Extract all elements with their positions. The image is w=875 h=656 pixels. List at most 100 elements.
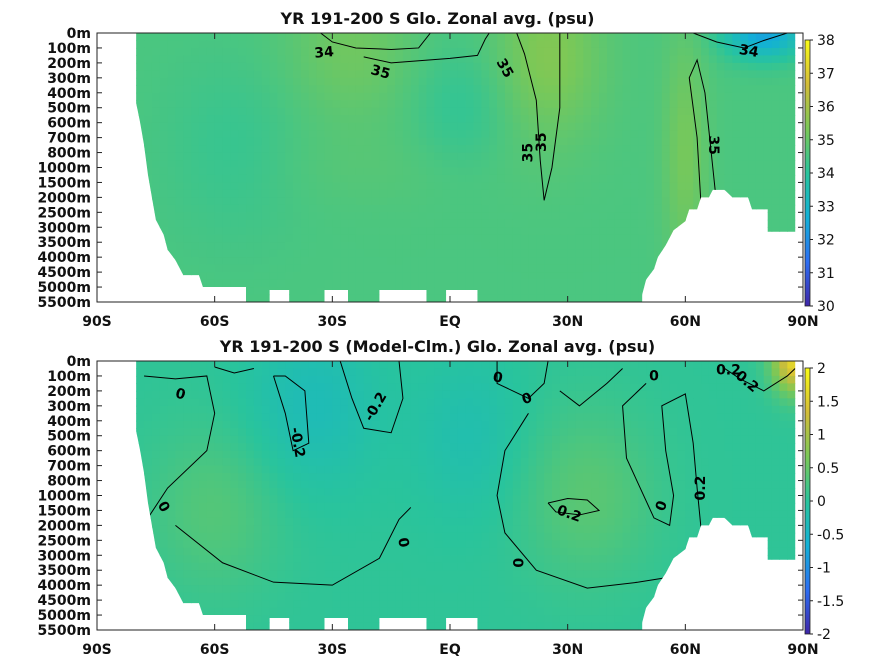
heatmap-cell: [591, 428, 600, 437]
heatmap-cell: [716, 212, 726, 221]
heatmap-cell: [489, 189, 498, 198]
heatmap-cell: [740, 167, 749, 176]
heatmap-cell: [701, 62, 710, 71]
heatmap-cell: [520, 234, 530, 243]
heatmap-cell: [732, 398, 741, 407]
heatmap-cell: [214, 130, 224, 139]
heatmap-cell: [551, 242, 561, 251]
heatmap-cell: [544, 130, 553, 139]
heatmap-cell: [167, 92, 177, 101]
heatmap-cell: [277, 405, 286, 414]
heatmap-cell: [253, 420, 263, 429]
heatmap-cell: [144, 227, 153, 236]
heatmap-cell: [167, 152, 177, 161]
heatmap-cell: [434, 272, 443, 281]
heatmap-cell: [238, 257, 247, 266]
heatmap-cell: [473, 212, 482, 221]
heatmap-cell: [599, 100, 608, 109]
heatmap-cell: [646, 122, 655, 131]
heatmap-cell: [340, 375, 349, 385]
heatmap-cell: [151, 495, 161, 504]
heatmap-cell: [591, 480, 600, 489]
heatmap-cell: [497, 70, 506, 79]
heatmap-cell: [669, 70, 679, 79]
heatmap-cell: [771, 443, 781, 452]
heatmap-cell: [300, 383, 310, 392]
heatmap-cell: [277, 33, 286, 42]
heatmap-cell: [285, 152, 294, 161]
heatmap-cell: [442, 85, 451, 94]
heatmap-cell: [661, 115, 671, 124]
heatmap-cell: [520, 40, 530, 49]
heatmap-cell: [504, 174, 514, 184]
heatmap-cell: [175, 130, 184, 139]
heatmap-cell: [465, 294, 475, 302]
heatmap-cell: [708, 465, 718, 474]
heatmap-cell: [340, 160, 349, 169]
heatmap-cell: [740, 405, 749, 414]
heatmap-cell: [395, 197, 404, 206]
heatmap-cell: [544, 488, 553, 497]
heatmap-cell: [544, 450, 553, 459]
heatmap-cell: [677, 279, 686, 288]
heatmap-cell: [591, 413, 600, 422]
heatmap-cell: [253, 115, 263, 124]
heatmap-cell: [646, 458, 655, 467]
heatmap-cell: [214, 435, 224, 444]
heatmap-cell: [316, 122, 326, 131]
heatmap-cell: [402, 40, 412, 49]
heatmap-cell: [316, 405, 326, 414]
heatmap-cell: [277, 47, 286, 57]
heatmap-cell: [638, 70, 647, 79]
heatmap-cell: [677, 55, 686, 64]
salinity-panel: YR 191-200 S Glo. Zonal avg. (psu) 34 35 3…: [37, 9, 834, 328]
heatmap-cell: [113, 473, 121, 481]
heatmap-cell: [638, 130, 647, 139]
heatmap-cell: [246, 480, 255, 489]
heatmap-cell: [653, 152, 663, 161]
heatmap-cell: [136, 174, 145, 184]
heatmap-cell: [348, 197, 357, 206]
heatmap-cell: [285, 405, 294, 414]
heatmap-cell: [151, 480, 161, 489]
heatmap-cell: [206, 294, 216, 302]
heatmap-cell: [638, 55, 647, 64]
heatmap-cell: [159, 137, 169, 146]
heatmap-cell: [583, 294, 592, 302]
heatmap-cell: [512, 160, 522, 169]
heatmap-cell: [450, 294, 459, 302]
heatmap-cell: [748, 189, 757, 198]
heatmap-cell: [771, 92, 781, 101]
heatmap-cell: [363, 368, 373, 377]
heatmap-cell: [183, 189, 192, 198]
heatmap-cell: [544, 443, 553, 452]
heatmap-cell: [230, 465, 239, 474]
heatmap-cell: [638, 137, 647, 146]
heatmap-cell: [591, 107, 600, 116]
heatmap-cell: [363, 488, 373, 497]
heatmap-cell: [426, 383, 435, 392]
heatmap-cell: [732, 40, 741, 49]
heatmap-cell: [269, 375, 279, 385]
heatmap-cell: [121, 265, 129, 273]
heatmap-cell: [457, 152, 467, 161]
heatmap-cell: [551, 174, 561, 184]
heatmap-cell: [732, 77, 741, 86]
heatmap-cell: [442, 122, 451, 131]
heatmap-cell: [285, 383, 294, 392]
heatmap-cell: [661, 47, 671, 57]
heatmap-cell: [450, 465, 459, 474]
heatmap-cell: [253, 92, 263, 101]
heatmap-cell: [520, 272, 530, 281]
heatmap-cell: [113, 421, 121, 429]
heatmap-cell: [246, 182, 255, 191]
heatmap-cell: [316, 85, 326, 94]
heatmap-cell: [473, 375, 482, 385]
heatmap-cell: [167, 174, 177, 184]
heatmap-cell: [473, 47, 482, 57]
heatmap-cell: [238, 100, 247, 109]
heatmap-cell: [246, 249, 255, 258]
heatmap-cell: [410, 420, 420, 429]
heatmap-cell: [246, 77, 255, 86]
heatmap-cell: [473, 272, 482, 281]
